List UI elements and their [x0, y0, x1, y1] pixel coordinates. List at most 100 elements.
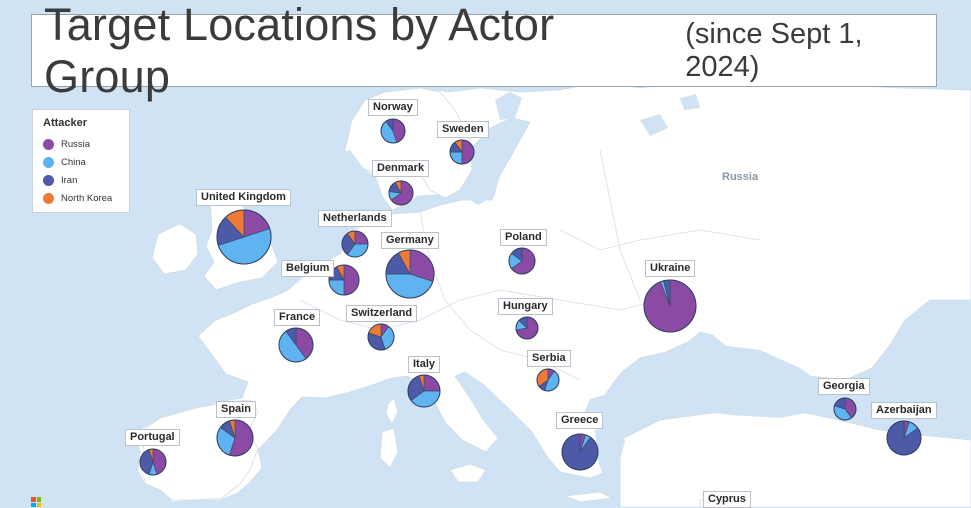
pie-germany — [385, 249, 435, 299]
pie-serbia — [536, 368, 560, 392]
legend-swatch — [43, 192, 54, 204]
pie-outline — [216, 209, 272, 265]
legend-item-china: China — [43, 153, 119, 171]
country-label-germany: Germany — [381, 232, 439, 249]
country-label-united-kingdom: United Kingdom — [196, 189, 291, 206]
country-label-ukraine: Ukraine — [645, 260, 696, 277]
pie-outline — [380, 118, 406, 144]
microsoft-logo — [31, 497, 51, 507]
pie-outline — [536, 368, 560, 392]
pie-outline — [508, 247, 536, 275]
pie-italy — [407, 374, 441, 408]
logo-square — [31, 497, 36, 502]
legend-swatch — [43, 174, 54, 186]
north-sea — [276, 150, 380, 250]
logo-square — [36, 497, 41, 502]
legend-item-iran: Iran — [43, 171, 119, 189]
pie-spain — [216, 419, 254, 457]
country-label-italy: Italy — [408, 356, 441, 373]
pie-switzerland — [367, 323, 395, 351]
pie-outline — [388, 180, 414, 206]
country-label-serbia: Serbia — [527, 350, 571, 367]
pie-charts-layer — [139, 118, 922, 476]
pie-azerbaijan — [886, 420, 922, 456]
country-label-georgia: Georgia — [818, 378, 870, 395]
pie-france — [278, 327, 314, 363]
legend-label: North Korea — [61, 192, 113, 204]
region-label-russia: Russia — [722, 171, 759, 183]
pie-belgium — [328, 264, 360, 296]
lake-1 — [640, 114, 668, 136]
country-label-cyprus: Cyprus — [703, 491, 751, 508]
legend-label: Iran — [61, 174, 78, 186]
pie-ukraine — [643, 279, 697, 333]
pie-outline — [385, 249, 435, 299]
country-label-portugal: Portugal — [125, 429, 180, 446]
pie-outline — [833, 397, 857, 421]
country-label-spain: Spain — [216, 401, 256, 418]
pie-outline — [407, 374, 441, 408]
turkey-land — [619, 407, 971, 507]
country-label-norway: Norway — [368, 99, 418, 116]
legend-title: Attacker — [43, 117, 88, 129]
country-label-poland: Poland — [500, 229, 547, 246]
pie-outline — [886, 420, 922, 456]
logo-square — [31, 502, 36, 507]
pie-united-kingdom — [216, 209, 272, 265]
corsica-land — [385, 397, 399, 425]
pie-outline — [515, 316, 539, 340]
pie-norway — [380, 118, 406, 144]
pie-outline — [139, 448, 167, 476]
pie-netherlands — [341, 230, 369, 258]
page-subtitle: (since Sept 1, 2024) — [685, 17, 863, 83]
pie-greece — [561, 433, 599, 471]
inland-seas — [276, 92, 958, 480]
country-label-netherlands: Netherlands — [318, 210, 392, 227]
legend-swatch — [43, 156, 54, 168]
ireland-land — [151, 223, 199, 275]
legend-item-north-korea: North Korea — [43, 189, 119, 207]
pie-outline — [367, 323, 395, 351]
sardinia-land — [379, 427, 399, 469]
caspian-sea — [915, 322, 958, 420]
pie-sweden — [449, 139, 475, 165]
aegean-sea — [595, 424, 625, 480]
crete-land — [564, 491, 614, 503]
country-label-france: France — [274, 309, 321, 326]
sicily-land — [449, 463, 487, 483]
border-line — [299, 289, 661, 331]
legend-swatch — [43, 138, 54, 150]
continent-land — [131, 79, 971, 503]
page-title: Target Locations by Actor Group — [44, 0, 555, 102]
border-line — [559, 229, 761, 251]
legend-label: China — [61, 156, 86, 168]
pie-outline — [561, 433, 599, 471]
title-box: Target Locations by Actor Group (since S… — [31, 0, 937, 102]
border-line — [599, 149, 641, 301]
pie-outline — [449, 139, 475, 165]
baltic-sea — [470, 128, 520, 205]
pie-outline — [328, 264, 360, 296]
lake-2 — [680, 94, 700, 110]
pie-outline — [278, 327, 314, 363]
pie-outline — [643, 279, 697, 333]
pie-outline — [216, 419, 254, 457]
gulf-of-bothnia — [495, 92, 522, 120]
country-label-azerbaijan: Azerbaijan — [871, 402, 937, 419]
pie-hungary — [515, 316, 539, 340]
country-label-hungary: Hungary — [498, 298, 553, 315]
country-label-sweden: Sweden — [437, 121, 489, 138]
pie-outline — [341, 230, 369, 258]
logo-square — [36, 502, 41, 507]
country-label-greece: Greece — [556, 412, 604, 429]
legend-label: Russia — [61, 138, 91, 150]
country-label-belgium: Belgium — [281, 260, 335, 277]
legend-item-russia: Russia — [43, 135, 119, 153]
pie-poland — [508, 247, 536, 275]
black-sea — [640, 345, 830, 418]
country-label-switzerland: Switzerland — [346, 305, 418, 322]
pie-denmark — [388, 180, 414, 206]
pie-portugal — [139, 448, 167, 476]
country-label-denmark: Denmark — [372, 160, 430, 177]
pie-georgia — [833, 397, 857, 421]
